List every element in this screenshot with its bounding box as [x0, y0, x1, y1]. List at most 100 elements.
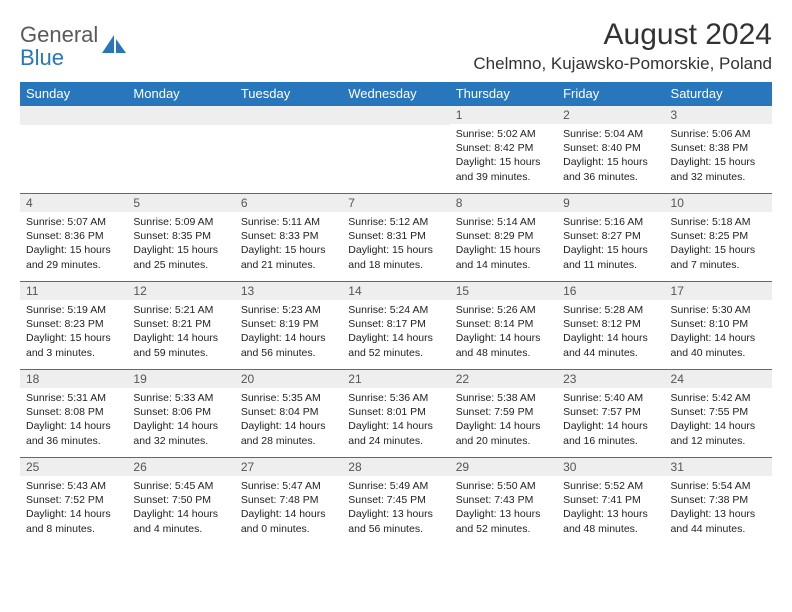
- day-number: 6: [235, 194, 342, 212]
- day-number: 5: [127, 194, 234, 212]
- day-details: Sunrise: 5:42 AMSunset: 7:55 PMDaylight:…: [665, 388, 772, 452]
- day-details: Sunrise: 5:45 AMSunset: 7:50 PMDaylight:…: [127, 476, 234, 540]
- day-number: 1: [450, 106, 557, 124]
- day-details: Sunrise: 5:33 AMSunset: 8:06 PMDaylight:…: [127, 388, 234, 452]
- calendar-week-row: 1Sunrise: 5:02 AMSunset: 8:42 PMDaylight…: [20, 106, 772, 194]
- calendar-day-cell: 10Sunrise: 5:18 AMSunset: 8:25 PMDayligh…: [665, 194, 772, 282]
- calendar-week-row: 11Sunrise: 5:19 AMSunset: 8:23 PMDayligh…: [20, 282, 772, 370]
- calendar-day-cell: [20, 106, 127, 194]
- day-number: 17: [665, 282, 772, 300]
- day-number: 15: [450, 282, 557, 300]
- month-title: August 2024: [473, 18, 772, 52]
- day-number: 19: [127, 370, 234, 388]
- calendar-day-cell: 9Sunrise: 5:16 AMSunset: 8:27 PMDaylight…: [557, 194, 664, 282]
- calendar-body: 1Sunrise: 5:02 AMSunset: 8:42 PMDaylight…: [20, 106, 772, 546]
- day-details: Sunrise: 5:23 AMSunset: 8:19 PMDaylight:…: [235, 300, 342, 364]
- day-number: 13: [235, 282, 342, 300]
- day-number: 18: [20, 370, 127, 388]
- day-details: Sunrise: 5:36 AMSunset: 8:01 PMDaylight:…: [342, 388, 449, 452]
- day-details: Sunrise: 5:16 AMSunset: 8:27 PMDaylight:…: [557, 212, 664, 276]
- day-number: 25: [20, 458, 127, 476]
- day-number: 26: [127, 458, 234, 476]
- day-details: Sunrise: 5:54 AMSunset: 7:38 PMDaylight:…: [665, 476, 772, 540]
- calendar-day-cell: 28Sunrise: 5:49 AMSunset: 7:45 PMDayligh…: [342, 458, 449, 546]
- logo-word-blue: Blue: [20, 45, 64, 70]
- day-details: Sunrise: 5:12 AMSunset: 8:31 PMDaylight:…: [342, 212, 449, 276]
- calendar-day-cell: 6Sunrise: 5:11 AMSunset: 8:33 PMDaylight…: [235, 194, 342, 282]
- day-number: 11: [20, 282, 127, 300]
- day-number: 30: [557, 458, 664, 476]
- day-number: 3: [665, 106, 772, 124]
- logo-word-general: General: [20, 22, 98, 47]
- day-details: Sunrise: 5:26 AMSunset: 8:14 PMDaylight:…: [450, 300, 557, 364]
- calendar-day-cell: 16Sunrise: 5:28 AMSunset: 8:12 PMDayligh…: [557, 282, 664, 370]
- calendar-day-cell: 14Sunrise: 5:24 AMSunset: 8:17 PMDayligh…: [342, 282, 449, 370]
- day-details: Sunrise: 5:07 AMSunset: 8:36 PMDaylight:…: [20, 212, 127, 276]
- calendar-day-cell: 12Sunrise: 5:21 AMSunset: 8:21 PMDayligh…: [127, 282, 234, 370]
- day-details: Sunrise: 5:19 AMSunset: 8:23 PMDaylight:…: [20, 300, 127, 364]
- day-details: Sunrise: 5:52 AMSunset: 7:41 PMDaylight:…: [557, 476, 664, 540]
- day-number: 27: [235, 458, 342, 476]
- day-number: 7: [342, 194, 449, 212]
- calendar-day-cell: 3Sunrise: 5:06 AMSunset: 8:38 PMDaylight…: [665, 106, 772, 194]
- day-number: 10: [665, 194, 772, 212]
- page-header: General Blue August 2024 Chelmno, Kujaws…: [20, 18, 772, 74]
- day-details: Sunrise: 5:38 AMSunset: 7:59 PMDaylight:…: [450, 388, 557, 452]
- calendar-day-cell: 13Sunrise: 5:23 AMSunset: 8:19 PMDayligh…: [235, 282, 342, 370]
- brand-logo: General Blue: [20, 18, 128, 70]
- empty-day: [342, 106, 449, 125]
- day-details: Sunrise: 5:28 AMSunset: 8:12 PMDaylight:…: [557, 300, 664, 364]
- location-subtitle: Chelmno, Kujawsko-Pomorskie, Poland: [473, 54, 772, 74]
- day-number: 22: [450, 370, 557, 388]
- calendar-day-cell: 26Sunrise: 5:45 AMSunset: 7:50 PMDayligh…: [127, 458, 234, 546]
- weekday-header: Sunday: [20, 82, 127, 106]
- day-details: Sunrise: 5:09 AMSunset: 8:35 PMDaylight:…: [127, 212, 234, 276]
- day-details: Sunrise: 5:47 AMSunset: 7:48 PMDaylight:…: [235, 476, 342, 540]
- weekday-header: Wednesday: [342, 82, 449, 106]
- calendar-day-cell: [127, 106, 234, 194]
- calendar-day-cell: 15Sunrise: 5:26 AMSunset: 8:14 PMDayligh…: [450, 282, 557, 370]
- calendar-day-cell: 8Sunrise: 5:14 AMSunset: 8:29 PMDaylight…: [450, 194, 557, 282]
- day-number: 8: [450, 194, 557, 212]
- empty-day: [235, 106, 342, 125]
- calendar-table: SundayMondayTuesdayWednesdayThursdayFrid…: [20, 82, 772, 546]
- day-number: 2: [557, 106, 664, 124]
- empty-day: [20, 106, 127, 125]
- day-details: Sunrise: 5:11 AMSunset: 8:33 PMDaylight:…: [235, 212, 342, 276]
- calendar-day-cell: 22Sunrise: 5:38 AMSunset: 7:59 PMDayligh…: [450, 370, 557, 458]
- logo-sail-icon: [100, 33, 128, 62]
- calendar-day-cell: 7Sunrise: 5:12 AMSunset: 8:31 PMDaylight…: [342, 194, 449, 282]
- calendar-day-cell: 4Sunrise: 5:07 AMSunset: 8:36 PMDaylight…: [20, 194, 127, 282]
- calendar-day-cell: 5Sunrise: 5:09 AMSunset: 8:35 PMDaylight…: [127, 194, 234, 282]
- day-details: Sunrise: 5:40 AMSunset: 7:57 PMDaylight:…: [557, 388, 664, 452]
- day-number: 20: [235, 370, 342, 388]
- calendar-day-cell: 18Sunrise: 5:31 AMSunset: 8:08 PMDayligh…: [20, 370, 127, 458]
- day-details: Sunrise: 5:43 AMSunset: 7:52 PMDaylight:…: [20, 476, 127, 540]
- day-number: 24: [665, 370, 772, 388]
- day-number: 23: [557, 370, 664, 388]
- day-details: Sunrise: 5:06 AMSunset: 8:38 PMDaylight:…: [665, 124, 772, 188]
- day-details: Sunrise: 5:21 AMSunset: 8:21 PMDaylight:…: [127, 300, 234, 364]
- calendar-day-cell: 20Sunrise: 5:35 AMSunset: 8:04 PMDayligh…: [235, 370, 342, 458]
- day-details: Sunrise: 5:30 AMSunset: 8:10 PMDaylight:…: [665, 300, 772, 364]
- day-number: 4: [20, 194, 127, 212]
- day-number: 16: [557, 282, 664, 300]
- calendar-week-row: 18Sunrise: 5:31 AMSunset: 8:08 PMDayligh…: [20, 370, 772, 458]
- day-details: Sunrise: 5:04 AMSunset: 8:40 PMDaylight:…: [557, 124, 664, 188]
- logo-text-block: General Blue: [20, 24, 98, 70]
- day-number: 9: [557, 194, 664, 212]
- day-details: Sunrise: 5:35 AMSunset: 8:04 PMDaylight:…: [235, 388, 342, 452]
- day-number: 31: [665, 458, 772, 476]
- calendar-day-cell: [342, 106, 449, 194]
- day-number: 29: [450, 458, 557, 476]
- calendar-day-cell: 24Sunrise: 5:42 AMSunset: 7:55 PMDayligh…: [665, 370, 772, 458]
- day-number: 12: [127, 282, 234, 300]
- calendar-day-cell: 27Sunrise: 5:47 AMSunset: 7:48 PMDayligh…: [235, 458, 342, 546]
- calendar-day-cell: 30Sunrise: 5:52 AMSunset: 7:41 PMDayligh…: [557, 458, 664, 546]
- day-details: Sunrise: 5:02 AMSunset: 8:42 PMDaylight:…: [450, 124, 557, 188]
- day-details: Sunrise: 5:31 AMSunset: 8:08 PMDaylight:…: [20, 388, 127, 452]
- day-number: 14: [342, 282, 449, 300]
- calendar-day-cell: 17Sunrise: 5:30 AMSunset: 8:10 PMDayligh…: [665, 282, 772, 370]
- day-number: 21: [342, 370, 449, 388]
- day-details: Sunrise: 5:18 AMSunset: 8:25 PMDaylight:…: [665, 212, 772, 276]
